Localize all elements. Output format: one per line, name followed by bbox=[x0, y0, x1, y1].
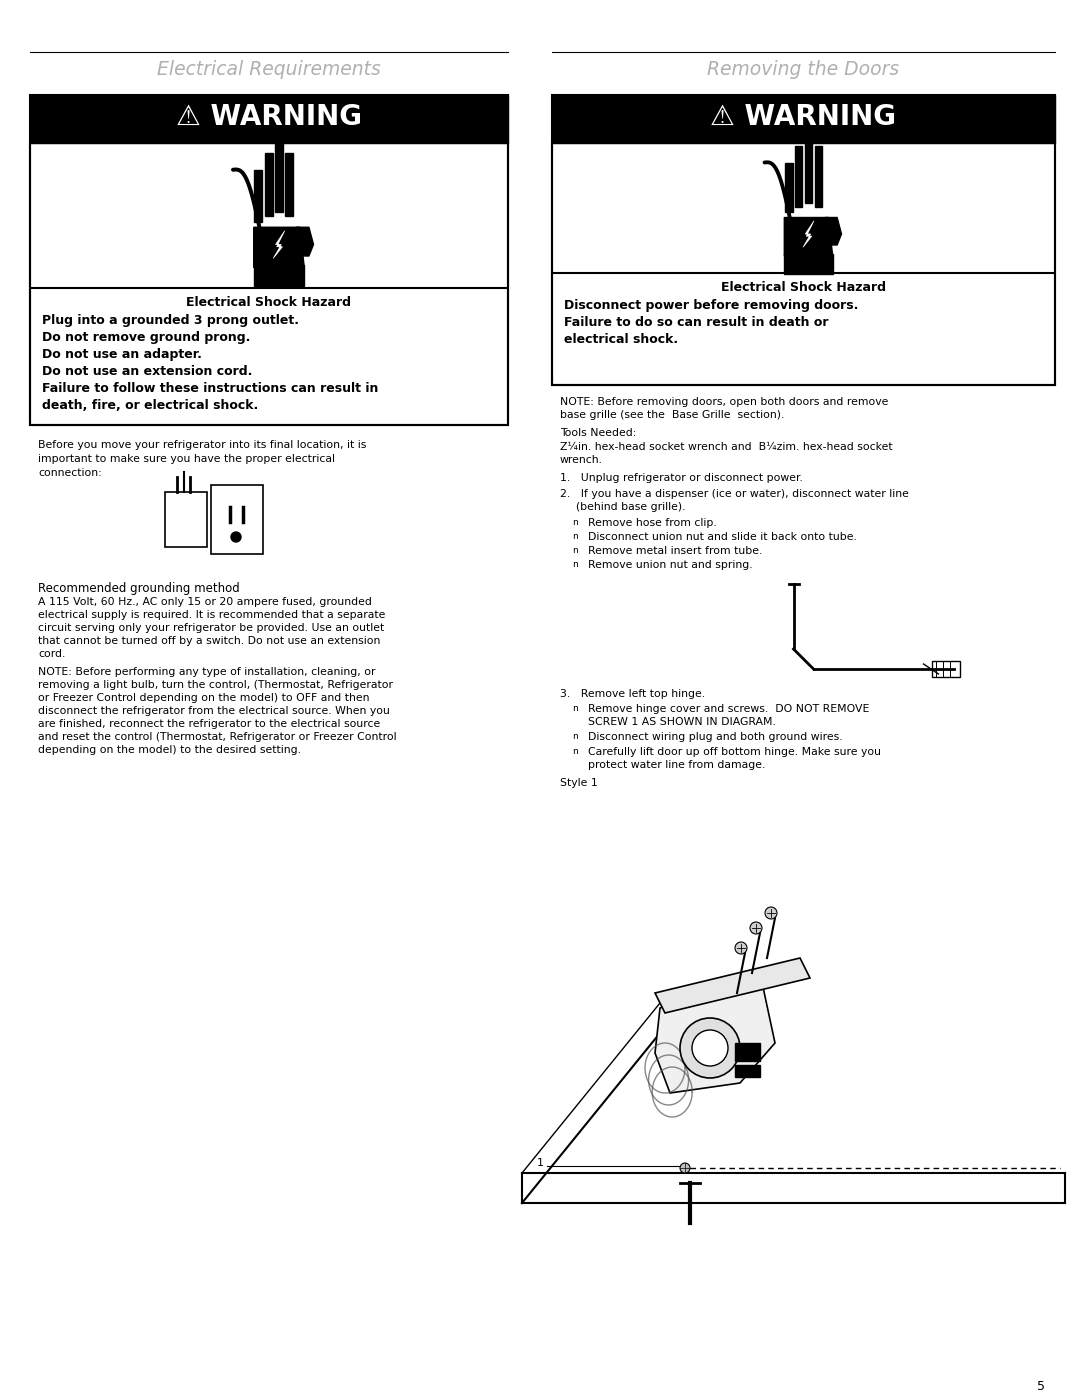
Bar bbox=[805, 137, 812, 203]
Text: cord.: cord. bbox=[38, 650, 66, 659]
Text: ⚠ WARNING: ⚠ WARNING bbox=[176, 103, 362, 131]
Bar bbox=[785, 162, 793, 212]
Text: Electrical Shock Hazard: Electrical Shock Hazard bbox=[721, 281, 886, 293]
Text: Electrical Shock Hazard: Electrical Shock Hazard bbox=[187, 296, 351, 309]
Text: base grille (see the  Base Grille  section).: base grille (see the Base Grille section… bbox=[561, 409, 784, 420]
Text: Do not remove ground prong.: Do not remove ground prong. bbox=[42, 331, 251, 344]
Circle shape bbox=[735, 942, 747, 954]
Text: protect water line from damage.: protect water line from damage. bbox=[588, 760, 766, 770]
Text: or Freezer Control depending on the model) to OFF and then: or Freezer Control depending on the mode… bbox=[38, 693, 369, 703]
Text: n: n bbox=[572, 747, 578, 756]
Text: connection:: connection: bbox=[38, 468, 102, 478]
Text: Recommended grounding method: Recommended grounding method bbox=[38, 583, 240, 595]
Text: Tools Needed:: Tools Needed: bbox=[561, 427, 636, 439]
Bar bbox=[285, 152, 294, 215]
Text: depending on the model) to the desired setting.: depending on the model) to the desired s… bbox=[38, 745, 301, 754]
FancyBboxPatch shape bbox=[211, 485, 264, 555]
Polygon shape bbox=[254, 228, 305, 267]
Text: 5: 5 bbox=[1037, 1380, 1045, 1393]
Bar bbox=[30, 95, 508, 142]
Text: are finished, reconnect the refrigerator to the electrical source: are finished, reconnect the refrigerator… bbox=[38, 719, 380, 729]
Text: Disconnect power before removing doors.: Disconnect power before removing doors. bbox=[564, 299, 859, 312]
Text: Z¼in. hex-head socket wrench and  B¼zim. hex-head socket: Z¼in. hex-head socket wrench and B¼zim. … bbox=[561, 441, 893, 453]
Text: n: n bbox=[572, 704, 578, 712]
Text: NOTE: Before performing any type of installation, cleaning, or: NOTE: Before performing any type of inst… bbox=[38, 666, 376, 678]
Polygon shape bbox=[825, 218, 841, 244]
Text: n: n bbox=[572, 546, 578, 555]
Bar bbox=[814, 147, 822, 207]
Polygon shape bbox=[784, 228, 795, 239]
Circle shape bbox=[231, 532, 241, 542]
Polygon shape bbox=[784, 218, 833, 256]
Text: circuit serving only your refrigerator be provided. Use an outlet: circuit serving only your refrigerator b… bbox=[38, 623, 384, 633]
Text: Carefully lift door up off bottom hinge. Make sure you: Carefully lift door up off bottom hinge.… bbox=[588, 747, 881, 757]
Text: important to make sure you have the proper electrical: important to make sure you have the prop… bbox=[38, 454, 335, 464]
Text: Plug into a grounded 3 prong outlet.: Plug into a grounded 3 prong outlet. bbox=[42, 314, 299, 327]
Bar bbox=[784, 254, 833, 274]
Bar bbox=[254, 170, 262, 222]
Polygon shape bbox=[273, 231, 285, 258]
Bar bbox=[30, 142, 508, 425]
Text: Remove hose from clip.: Remove hose from clip. bbox=[588, 518, 717, 528]
Bar bbox=[30, 95, 508, 425]
Bar bbox=[552, 95, 1055, 386]
Text: Electrical Requirements: Electrical Requirements bbox=[157, 60, 381, 80]
Bar bbox=[275, 144, 283, 212]
Text: 2.   If you have a dispenser (ice or water), disconnect water line: 2. If you have a dispenser (ice or water… bbox=[561, 489, 909, 499]
Text: n: n bbox=[572, 532, 578, 541]
Text: Remove metal insert from tube.: Remove metal insert from tube. bbox=[588, 546, 762, 556]
Text: Before you move your refrigerator into its final location, it is: Before you move your refrigerator into i… bbox=[38, 440, 366, 450]
Text: and reset the control (Thermostat, Refrigerator or Freezer Control: and reset the control (Thermostat, Refri… bbox=[38, 732, 396, 742]
Text: disconnect the refrigerator from the electrical source. When you: disconnect the refrigerator from the ele… bbox=[38, 705, 390, 717]
Bar bbox=[265, 152, 272, 215]
Polygon shape bbox=[654, 958, 810, 1013]
Text: n: n bbox=[572, 560, 578, 569]
Polygon shape bbox=[654, 972, 775, 1092]
Circle shape bbox=[680, 1162, 690, 1173]
Text: Remove hinge cover and screws.  DO NOT REMOVE: Remove hinge cover and screws. DO NOT RE… bbox=[588, 704, 869, 714]
Text: death, fire, or electrical shock.: death, fire, or electrical shock. bbox=[42, 400, 258, 412]
Text: 1: 1 bbox=[537, 1158, 544, 1168]
Text: Disconnect union nut and slide it back onto tube.: Disconnect union nut and slide it back o… bbox=[588, 532, 856, 542]
Text: NOTE: Before removing doors, open both doors and remove: NOTE: Before removing doors, open both d… bbox=[561, 397, 889, 407]
Text: n: n bbox=[572, 518, 578, 527]
Bar bbox=[735, 1065, 760, 1077]
Text: wrench.: wrench. bbox=[561, 455, 603, 465]
Text: Failure to do so can result in death or: Failure to do so can result in death or bbox=[564, 316, 828, 330]
Text: Do not use an extension cord.: Do not use an extension cord. bbox=[42, 365, 253, 379]
Text: electrical shock.: electrical shock. bbox=[564, 332, 678, 346]
Bar bbox=[552, 95, 1055, 142]
Text: Style 1: Style 1 bbox=[561, 778, 597, 788]
Text: Removing the Doors: Removing the Doors bbox=[707, 60, 900, 80]
Text: SCREW 1 AS SHOWN IN DIAGRAM.: SCREW 1 AS SHOWN IN DIAGRAM. bbox=[588, 717, 775, 726]
Text: A 115 Volt, 60 Hz., AC only 15 or 20 ampere fused, grounded: A 115 Volt, 60 Hz., AC only 15 or 20 amp… bbox=[38, 597, 372, 608]
Bar bbox=[735, 1044, 760, 1060]
Text: 3.   Remove left top hinge.: 3. Remove left top hinge. bbox=[561, 689, 705, 698]
Text: that cannot be turned off by a switch. Do not use an extension: that cannot be turned off by a switch. D… bbox=[38, 636, 380, 645]
Text: 1.   Unplug refrigerator or disconnect power.: 1. Unplug refrigerator or disconnect pow… bbox=[561, 474, 802, 483]
Text: Disconnect wiring plug and both ground wires.: Disconnect wiring plug and both ground w… bbox=[588, 732, 842, 742]
Bar bbox=[552, 142, 1055, 386]
Text: n: n bbox=[572, 732, 578, 740]
Text: (behind base grille).: (behind base grille). bbox=[576, 502, 686, 511]
Circle shape bbox=[750, 922, 762, 935]
Text: electrical supply is required. It is recommended that a separate: electrical supply is required. It is rec… bbox=[38, 610, 386, 620]
Circle shape bbox=[680, 1018, 740, 1078]
Bar bbox=[795, 147, 802, 207]
Text: Do not use an adapter.: Do not use an adapter. bbox=[42, 348, 202, 360]
Bar bbox=[931, 661, 959, 678]
Bar bbox=[254, 265, 305, 286]
Text: ⚠ WARNING: ⚠ WARNING bbox=[711, 103, 896, 131]
Circle shape bbox=[765, 907, 777, 919]
Polygon shape bbox=[804, 221, 814, 247]
Text: removing a light bulb, turn the control, (Thermostat, Refrigerator: removing a light bulb, turn the control,… bbox=[38, 680, 393, 690]
Text: Failure to follow these instructions can result in: Failure to follow these instructions can… bbox=[42, 381, 378, 395]
Polygon shape bbox=[254, 237, 266, 249]
Polygon shape bbox=[296, 228, 313, 256]
Circle shape bbox=[692, 1030, 728, 1066]
Text: Remove union nut and spring.: Remove union nut and spring. bbox=[588, 560, 753, 570]
